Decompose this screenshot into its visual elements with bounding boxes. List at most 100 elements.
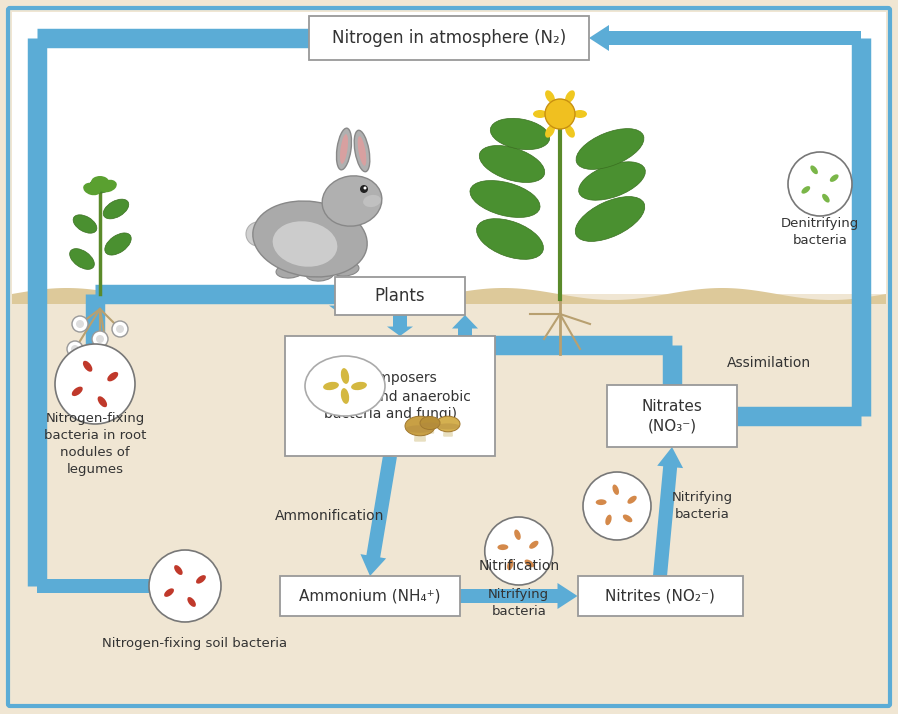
- Ellipse shape: [515, 530, 521, 540]
- Ellipse shape: [497, 544, 508, 550]
- Text: Nitrifying
bacteria: Nitrifying bacteria: [489, 588, 550, 618]
- Ellipse shape: [323, 382, 339, 390]
- Ellipse shape: [480, 146, 545, 183]
- Ellipse shape: [436, 423, 460, 429]
- Circle shape: [364, 186, 366, 189]
- Ellipse shape: [612, 485, 619, 495]
- Circle shape: [96, 335, 104, 343]
- Ellipse shape: [420, 416, 440, 430]
- Polygon shape: [12, 288, 886, 304]
- Ellipse shape: [533, 110, 547, 118]
- Ellipse shape: [801, 186, 810, 193]
- Ellipse shape: [322, 176, 382, 226]
- FancyArrow shape: [452, 315, 478, 345]
- Circle shape: [67, 341, 83, 357]
- Ellipse shape: [565, 125, 575, 138]
- Ellipse shape: [830, 174, 839, 182]
- Polygon shape: [427, 424, 434, 433]
- FancyBboxPatch shape: [577, 576, 743, 616]
- Ellipse shape: [595, 499, 606, 505]
- Ellipse shape: [545, 99, 575, 129]
- Text: Nitrification: Nitrification: [479, 559, 559, 573]
- Text: Plants: Plants: [374, 287, 426, 305]
- Text: Nitrites (NO₂⁻): Nitrites (NO₂⁻): [605, 588, 715, 603]
- Ellipse shape: [545, 90, 555, 103]
- Text: Ammonification: Ammonification: [276, 509, 384, 523]
- Ellipse shape: [98, 396, 107, 407]
- Circle shape: [55, 344, 135, 424]
- Text: Ammonium (NH₄⁺): Ammonium (NH₄⁺): [299, 588, 441, 603]
- Circle shape: [76, 320, 84, 328]
- Ellipse shape: [164, 588, 174, 597]
- Circle shape: [84, 360, 92, 368]
- Circle shape: [360, 185, 368, 193]
- Polygon shape: [415, 428, 426, 441]
- Circle shape: [80, 356, 96, 372]
- Ellipse shape: [99, 180, 117, 192]
- FancyBboxPatch shape: [309, 16, 589, 60]
- FancyArrow shape: [329, 294, 355, 315]
- Circle shape: [71, 345, 79, 353]
- Ellipse shape: [605, 515, 612, 526]
- Ellipse shape: [405, 416, 435, 436]
- Ellipse shape: [253, 201, 367, 277]
- Ellipse shape: [477, 218, 543, 259]
- Ellipse shape: [306, 267, 334, 281]
- Polygon shape: [444, 426, 453, 436]
- Ellipse shape: [363, 195, 381, 207]
- FancyBboxPatch shape: [607, 385, 737, 447]
- Ellipse shape: [305, 356, 385, 416]
- Ellipse shape: [103, 199, 128, 219]
- Ellipse shape: [273, 221, 338, 267]
- Ellipse shape: [578, 162, 646, 200]
- Ellipse shape: [623, 515, 632, 523]
- Ellipse shape: [357, 136, 366, 166]
- Ellipse shape: [174, 565, 182, 575]
- FancyArrow shape: [653, 447, 683, 577]
- Circle shape: [583, 472, 651, 540]
- Ellipse shape: [72, 386, 83, 396]
- Ellipse shape: [576, 129, 644, 169]
- Text: Decomposers
(aerobic and anaerobic
bacteria and fungi): Decomposers (aerobic and anaerobic bacte…: [310, 371, 471, 421]
- Ellipse shape: [84, 183, 101, 195]
- Circle shape: [116, 325, 124, 333]
- Ellipse shape: [545, 125, 555, 138]
- Ellipse shape: [565, 90, 575, 103]
- Ellipse shape: [331, 262, 359, 276]
- Ellipse shape: [341, 388, 349, 404]
- Circle shape: [246, 222, 270, 246]
- Ellipse shape: [529, 540, 539, 549]
- Ellipse shape: [405, 426, 435, 433]
- Text: Assimilation: Assimilation: [727, 356, 811, 370]
- FancyArrow shape: [460, 583, 577, 609]
- Ellipse shape: [490, 119, 550, 150]
- Text: Nitrogen in atmosphere (N₂): Nitrogen in atmosphere (N₂): [332, 29, 566, 47]
- Circle shape: [788, 152, 852, 216]
- Ellipse shape: [822, 193, 830, 203]
- Ellipse shape: [351, 382, 367, 390]
- Ellipse shape: [576, 196, 645, 241]
- Ellipse shape: [107, 372, 119, 381]
- FancyArrow shape: [37, 573, 185, 599]
- Text: Nitrifying
bacteria: Nitrifying bacteria: [672, 491, 733, 521]
- Text: Nitrates
(NO₃⁻): Nitrates (NO₃⁻): [641, 398, 702, 433]
- Ellipse shape: [73, 215, 97, 233]
- Ellipse shape: [573, 110, 587, 118]
- Ellipse shape: [341, 368, 349, 384]
- Circle shape: [112, 321, 128, 337]
- Ellipse shape: [524, 560, 534, 568]
- Ellipse shape: [196, 575, 206, 583]
- Text: Nitrogen-fixing
bacteria in root
nodules of
legumes: Nitrogen-fixing bacteria in root nodules…: [44, 412, 146, 476]
- Ellipse shape: [354, 130, 370, 171]
- FancyArrow shape: [387, 315, 413, 336]
- Ellipse shape: [507, 560, 514, 570]
- Ellipse shape: [70, 248, 94, 269]
- Ellipse shape: [337, 129, 351, 170]
- Text: Nitrogen-fixing soil bacteria: Nitrogen-fixing soil bacteria: [102, 638, 287, 650]
- FancyBboxPatch shape: [285, 336, 495, 456]
- FancyArrow shape: [360, 455, 397, 576]
- Ellipse shape: [105, 233, 131, 255]
- Ellipse shape: [470, 181, 540, 218]
- Circle shape: [72, 316, 88, 332]
- Bar: [12, 12, 886, 294]
